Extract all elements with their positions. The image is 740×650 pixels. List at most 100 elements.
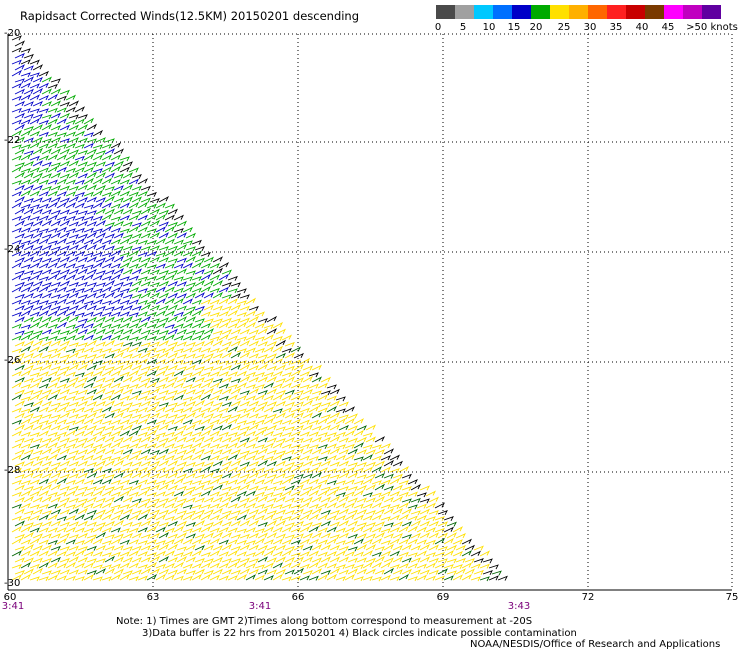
wind-barb <box>74 562 85 569</box>
wind-barb <box>299 431 310 437</box>
wind-barb <box>290 395 301 401</box>
wind-barb <box>239 400 250 407</box>
wind-barb <box>23 364 34 371</box>
wind-barb <box>236 539 247 545</box>
wind-barb <box>326 480 337 486</box>
wind-barb <box>95 426 106 432</box>
wind-barb <box>299 489 311 497</box>
wind-barb <box>41 100 52 107</box>
wind-barb <box>263 513 275 521</box>
wind-barb <box>110 456 121 462</box>
wind-barb <box>191 239 202 245</box>
wind-barb <box>302 521 313 527</box>
wind-barb <box>347 557 358 563</box>
wind-barb <box>86 328 98 335</box>
wind-barb <box>353 576 364 582</box>
wind-barb <box>56 262 67 269</box>
wind-barb <box>203 436 215 443</box>
wind-barb <box>83 537 95 545</box>
wind-barb <box>128 299 139 305</box>
wind-barb <box>302 509 313 515</box>
wind-barb <box>41 533 52 539</box>
wind-barb <box>311 364 322 371</box>
wind-barb <box>230 304 242 311</box>
wind-barb <box>14 330 25 336</box>
wind-barb <box>176 389 187 395</box>
wind-barb <box>182 444 193 450</box>
wind-barb <box>68 221 79 227</box>
wind-barb <box>86 509 97 515</box>
wind-barb <box>149 555 161 563</box>
wind-barb <box>308 455 319 461</box>
wind-barb <box>56 201 68 209</box>
wind-barb <box>23 472 35 479</box>
wind-barb <box>293 352 304 359</box>
wind-barb <box>185 306 196 312</box>
wind-barb <box>92 383 103 389</box>
wind-barb <box>47 407 58 413</box>
wind-barb <box>68 534 79 540</box>
wind-barb <box>122 293 133 299</box>
wind-barb <box>392 496 404 503</box>
wind-barb <box>335 527 346 533</box>
wind-barb <box>65 274 77 281</box>
wind-barb <box>38 394 50 401</box>
wind-barb <box>74 442 86 449</box>
wind-barb <box>203 461 214 467</box>
wind-barb <box>245 371 256 377</box>
wind-barb <box>164 419 175 425</box>
wind-barb <box>257 556 269 563</box>
wind-barb <box>128 167 139 173</box>
wind-barb <box>56 286 68 293</box>
wind-barb <box>266 388 278 395</box>
wind-barb <box>326 395 337 401</box>
wind-barb <box>275 378 286 384</box>
wind-barb <box>20 562 32 569</box>
wind-barb <box>131 437 142 443</box>
wind-barb <box>212 507 224 515</box>
wind-barb <box>29 286 41 293</box>
wind-barb <box>218 513 230 521</box>
wind-barb <box>299 563 310 569</box>
wind-barb <box>11 467 22 473</box>
wind-barb <box>200 429 212 437</box>
wind-barb <box>149 245 160 251</box>
wind-barb <box>176 293 187 299</box>
wind-barb <box>392 507 404 515</box>
wind-barb <box>20 286 32 293</box>
wind-barb <box>275 519 287 527</box>
wind-barb <box>131 327 143 335</box>
wind-barb <box>209 382 221 389</box>
wind-barb <box>221 521 232 527</box>
wind-barb <box>119 179 130 185</box>
wind-barb <box>191 480 202 486</box>
wind-barb <box>191 513 203 521</box>
wind-barb <box>131 222 142 228</box>
wind-barb <box>56 107 67 113</box>
wind-barb <box>407 538 418 545</box>
wind-barb <box>83 347 94 353</box>
wind-barb <box>110 370 122 377</box>
wind-barb <box>158 437 169 443</box>
wind-barb <box>68 497 79 503</box>
wind-barb <box>59 497 70 503</box>
wind-barb <box>173 287 184 293</box>
wind-barb <box>32 269 43 275</box>
wind-barb <box>83 562 95 569</box>
wind-barb <box>137 490 149 497</box>
wind-barb <box>29 346 41 353</box>
wind-barb <box>11 261 23 269</box>
wind-barb <box>335 454 346 461</box>
wind-barb <box>407 515 418 521</box>
wind-barb <box>119 562 131 569</box>
wind-barb <box>371 514 383 521</box>
wind-barb <box>38 322 50 329</box>
wind-barb <box>83 417 95 425</box>
legend-label: 30 <box>583 22 597 33</box>
wind-barb <box>254 528 265 534</box>
wind-barb <box>59 354 70 360</box>
wind-barb <box>182 551 193 557</box>
wind-barb <box>164 455 175 461</box>
wind-barb <box>38 419 49 425</box>
wind-barb <box>212 568 223 575</box>
